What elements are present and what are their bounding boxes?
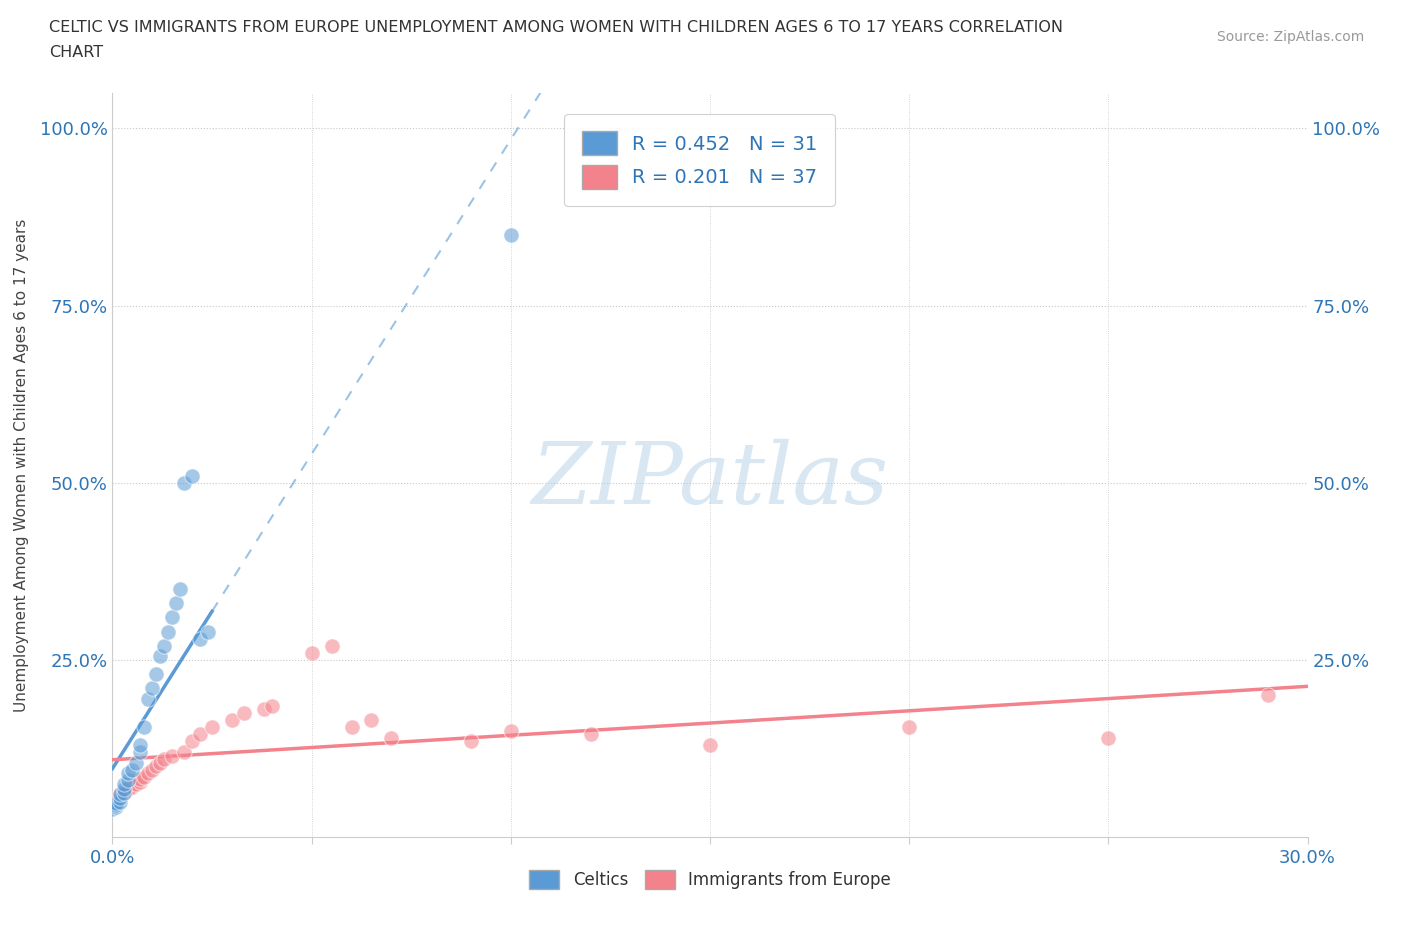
Text: Source: ZipAtlas.com: Source: ZipAtlas.com <box>1216 30 1364 44</box>
Point <box>125 755 148 770</box>
Point <box>145 759 167 774</box>
Point <box>162 610 183 625</box>
Point <box>181 468 204 483</box>
Point <box>129 737 152 752</box>
Point <box>340 720 363 735</box>
Point <box>134 720 156 735</box>
Text: CHART: CHART <box>49 45 103 60</box>
Point <box>579 727 602 742</box>
Point <box>169 581 191 596</box>
Point <box>499 227 522 242</box>
Point <box>188 727 211 742</box>
Point <box>699 737 721 752</box>
Point <box>321 638 343 653</box>
Point <box>114 777 135 791</box>
Point <box>181 734 204 749</box>
Point <box>105 795 128 810</box>
Point <box>117 765 139 780</box>
Point <box>165 596 187 611</box>
Point <box>1257 688 1279 703</box>
Point <box>221 712 243 727</box>
Point <box>110 787 132 802</box>
Point <box>110 790 132 805</box>
Point <box>197 624 219 639</box>
Point <box>125 777 148 791</box>
Point <box>114 786 135 801</box>
Point <box>134 769 156 784</box>
Point <box>105 798 128 813</box>
Point <box>201 720 224 735</box>
Point <box>173 475 195 490</box>
Point <box>460 734 482 749</box>
Point <box>162 748 183 763</box>
Point <box>138 765 160 780</box>
Point <box>114 781 135 796</box>
Point <box>110 794 132 809</box>
Point <box>145 667 167 682</box>
Point <box>141 763 163 777</box>
Text: ZIPatlas: ZIPatlas <box>531 439 889 521</box>
Text: CELTIC VS IMMIGRANTS FROM EUROPE UNEMPLOYMENT AMONG WOMEN WITH CHILDREN AGES 6 T: CELTIC VS IMMIGRANTS FROM EUROPE UNEMPLO… <box>49 20 1063 35</box>
Point <box>1097 730 1119 745</box>
Point <box>188 631 211 646</box>
Point <box>117 781 139 796</box>
Y-axis label: Unemployment Among Women with Children Ages 6 to 17 years: Unemployment Among Women with Children A… <box>14 219 28 711</box>
Point <box>153 638 176 653</box>
Point <box>101 794 124 809</box>
Point <box>301 645 323 660</box>
Point <box>253 702 276 717</box>
Point <box>114 786 135 801</box>
Point <box>149 649 172 664</box>
Legend: Celtics, Immigrants from Europe: Celtics, Immigrants from Europe <box>523 863 897 896</box>
Point <box>105 800 128 815</box>
Point <box>117 773 139 788</box>
Point <box>157 624 180 639</box>
Point <box>153 751 176 766</box>
Point <box>898 720 921 735</box>
Point <box>121 763 143 777</box>
Point <box>173 745 195 760</box>
Point <box>129 775 152 790</box>
Point <box>129 745 152 760</box>
Point <box>260 698 283 713</box>
Point <box>105 790 128 805</box>
Point <box>380 730 402 745</box>
Point <box>110 787 132 802</box>
Point <box>138 691 160 706</box>
Point <box>149 755 172 770</box>
Point <box>121 780 143 795</box>
Point <box>233 706 256 721</box>
Point <box>114 783 135 798</box>
Point <box>129 772 152 787</box>
Point <box>141 681 163 696</box>
Point <box>360 712 382 727</box>
Point <box>499 724 522 738</box>
Point <box>101 802 124 817</box>
